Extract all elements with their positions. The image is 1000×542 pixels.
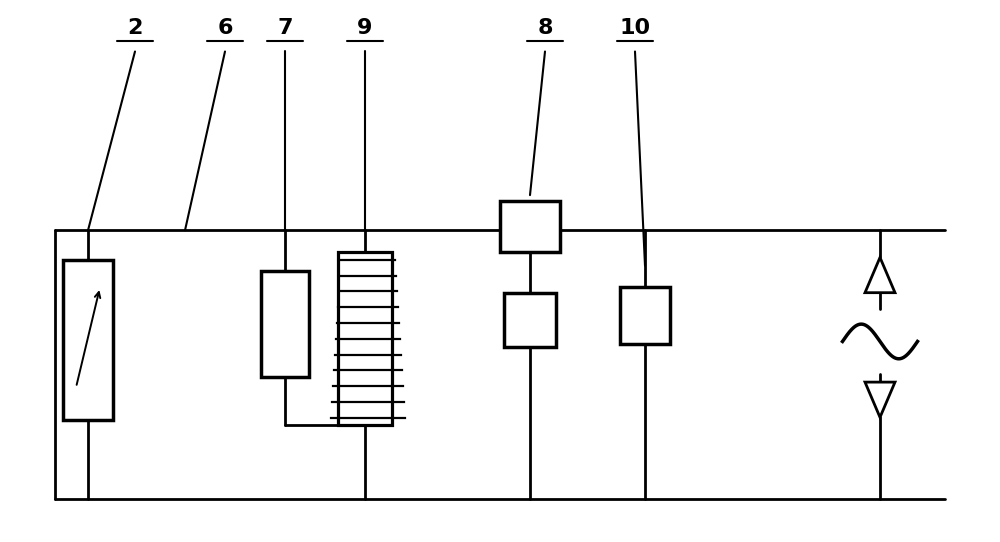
Text: 7: 7 xyxy=(277,18,293,38)
Polygon shape xyxy=(865,382,895,417)
Text: 10: 10 xyxy=(619,18,651,38)
Bar xyxy=(338,252,392,425)
Bar xyxy=(504,293,556,347)
Polygon shape xyxy=(865,257,895,293)
Text: 2: 2 xyxy=(127,18,143,38)
Bar xyxy=(63,260,113,420)
Text: 6: 6 xyxy=(217,18,233,38)
Bar xyxy=(261,271,309,377)
Bar xyxy=(500,201,560,252)
Text: 8: 8 xyxy=(537,18,553,38)
Text: 9: 9 xyxy=(357,18,373,38)
Bar xyxy=(620,287,670,344)
